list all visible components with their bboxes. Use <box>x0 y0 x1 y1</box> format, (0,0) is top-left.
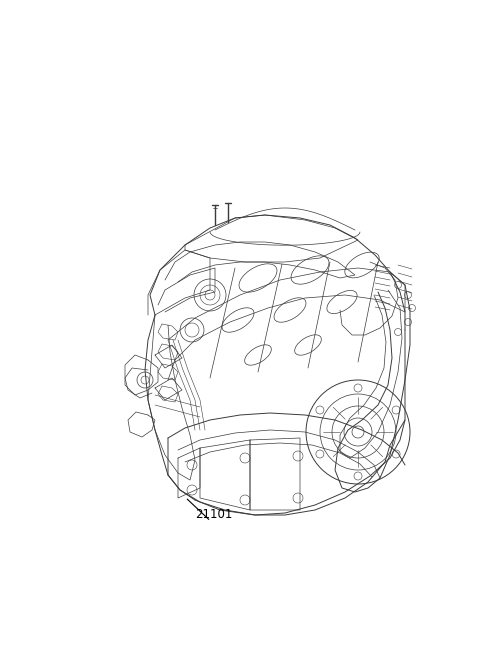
Text: 21101: 21101 <box>195 508 232 521</box>
